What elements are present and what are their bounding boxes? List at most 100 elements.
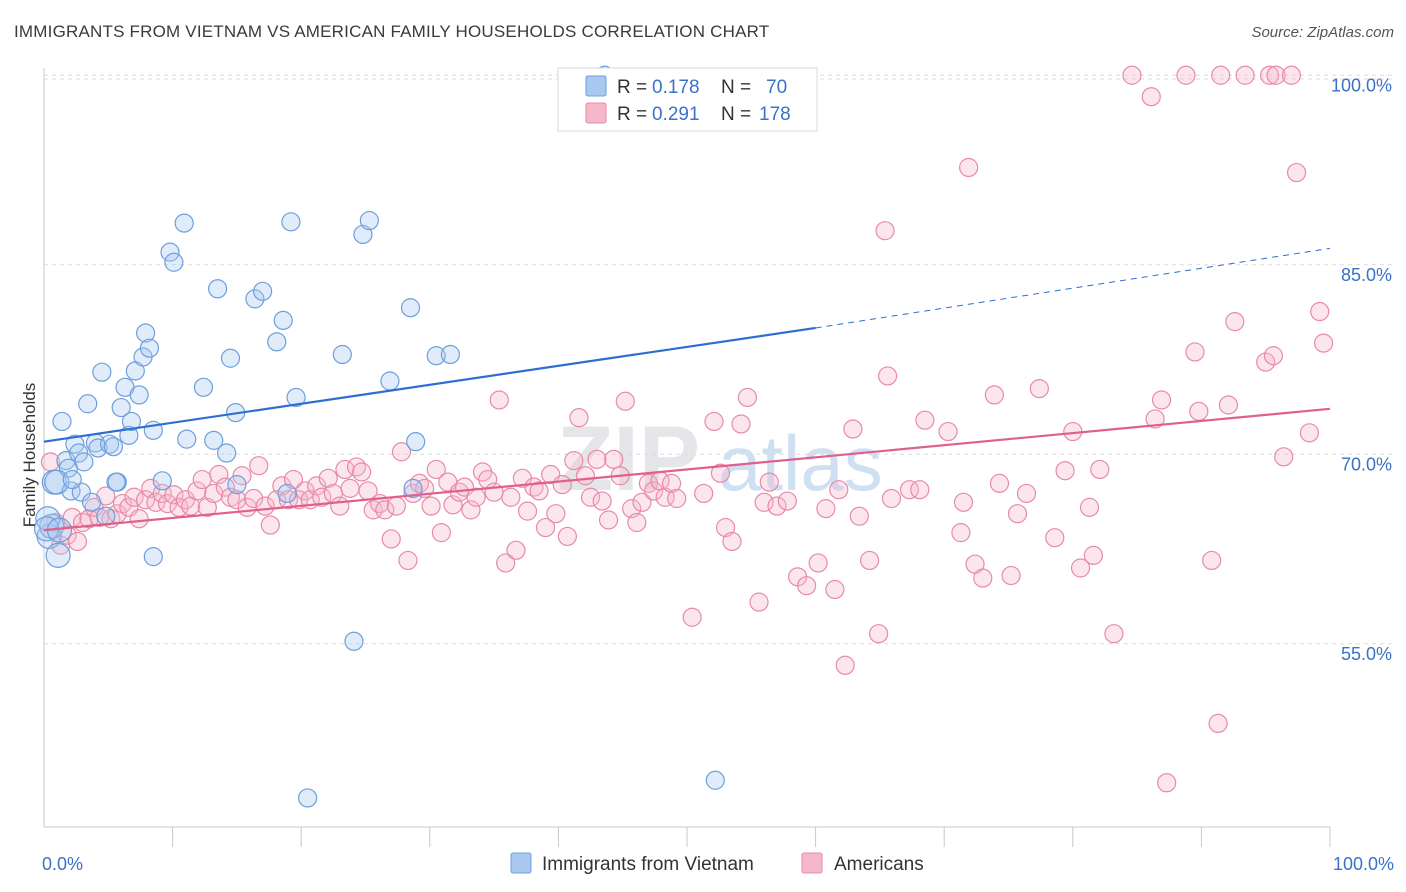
- americans-point: [808, 553, 828, 573]
- vietnam-point: [52, 411, 72, 432]
- vietnam-point: [160, 242, 180, 262]
- americans-point: [1189, 401, 1209, 421]
- americans-point: [124, 487, 144, 507]
- americans-point: [312, 487, 332, 507]
- vietnam-point: [45, 542, 71, 568]
- americans-point: [1055, 461, 1075, 481]
- americans-point: [1208, 713, 1228, 734]
- legend-swatch-pink: [585, 102, 607, 124]
- americans-point: [1016, 483, 1037, 504]
- vietnam-trend-line: [43, 326, 816, 443]
- bottom-legend: Immigrants from Vietnam Americans: [510, 852, 924, 875]
- americans-point: [1225, 312, 1245, 332]
- americans-point: [816, 499, 836, 519]
- bottom-legend-label-blue: Immigrants from Vietnam: [542, 854, 754, 875]
- americans-point: [546, 504, 566, 524]
- americans-point: [517, 501, 538, 521]
- y-tick-label: 85.0%: [1341, 265, 1392, 285]
- americans-point: [1218, 395, 1239, 415]
- americans-point: [1007, 504, 1028, 524]
- americans-point: [731, 414, 751, 434]
- bottom-legend-swatch-blue: [510, 852, 532, 874]
- vietnam-point: [208, 279, 228, 299]
- americans-point: [759, 472, 779, 492]
- americans-point: [489, 390, 509, 410]
- americans-point: [835, 655, 855, 675]
- legend-n-label-blue: N =: [721, 77, 751, 98]
- americans-point: [496, 553, 516, 573]
- americans-point: [915, 410, 935, 430]
- americans-point: [215, 477, 235, 497]
- vietnam-point: [332, 344, 352, 365]
- americans-point: [1274, 447, 1294, 467]
- americans-point: [604, 449, 624, 469]
- x-tick-label-min: 0.0%: [42, 854, 83, 874]
- vietnam-point: [400, 298, 421, 318]
- americans-point: [249, 456, 269, 476]
- americans-point: [953, 492, 974, 512]
- vietnam-point: [152, 471, 172, 491]
- legend-r-value-blue: 0.178: [652, 77, 700, 98]
- americans-point: [592, 491, 612, 511]
- americans-point: [330, 496, 350, 516]
- americans-point: [398, 550, 418, 571]
- americans-point: [187, 481, 207, 501]
- americans-point: [829, 480, 849, 500]
- americans-point: [632, 492, 652, 512]
- americans-point: [506, 540, 526, 560]
- vietnam-point: [139, 338, 160, 358]
- y-tick-label: 70.0%: [1341, 454, 1392, 474]
- vietnam-point: [267, 332, 287, 352]
- americans-point: [1256, 352, 1276, 372]
- americans-point: [1029, 378, 1049, 399]
- americans-point: [1151, 390, 1172, 410]
- americans-point: [951, 523, 971, 543]
- americans-point: [1299, 423, 1320, 443]
- vietnam-point: [403, 478, 423, 499]
- vietnam-point: [286, 387, 306, 408]
- americans-point: [1079, 497, 1100, 517]
- vietnam-point: [253, 281, 273, 301]
- vietnam-point: [62, 469, 82, 490]
- americans-point: [694, 483, 714, 504]
- americans-point: [1313, 333, 1334, 353]
- trend-lines: [43, 247, 1331, 532]
- americans-point: [796, 576, 817, 596]
- americans-points: [40, 65, 1334, 793]
- vietnam-point: [164, 252, 184, 272]
- bottom-legend-swatch-pink: [801, 852, 823, 874]
- americans-point: [340, 478, 360, 499]
- americans-point: [1266, 65, 1286, 85]
- vietnam-point: [81, 492, 102, 512]
- americans-point: [1281, 65, 1302, 85]
- americans-point: [67, 531, 88, 552]
- americans-point: [386, 496, 406, 516]
- vietnam-point: [121, 411, 142, 432]
- vietnam-point: [106, 472, 126, 492]
- vietnam-point: [44, 469, 70, 495]
- americans-point: [1259, 65, 1280, 85]
- americans-point: [587, 449, 607, 469]
- americans-point: [535, 517, 556, 538]
- americans-point: [307, 476, 327, 496]
- vietnam-point: [78, 394, 98, 414]
- americans-point: [1176, 65, 1196, 85]
- americans-point: [232, 466, 252, 486]
- americans-point: [79, 509, 99, 529]
- americans-point: [984, 385, 1004, 405]
- americans-point: [643, 481, 664, 501]
- bottom-legend-label-pink: Americans: [834, 854, 924, 875]
- vietnam-point: [281, 212, 301, 232]
- vietnam-point: [220, 348, 241, 368]
- americans-point: [209, 464, 229, 485]
- vietnam-point: [129, 385, 149, 405]
- legend-n-label-pink: N =: [721, 104, 751, 125]
- americans-point: [749, 592, 769, 612]
- americans-point: [875, 221, 895, 241]
- americans-point: [1263, 346, 1284, 366]
- vietnam-point: [440, 344, 460, 365]
- americans-point: [1141, 87, 1161, 107]
- vietnam-point: [380, 371, 400, 391]
- americans-point: [227, 490, 247, 510]
- legend: R = 0.178 N = 70 R = 0.291 N = 178: [557, 67, 818, 132]
